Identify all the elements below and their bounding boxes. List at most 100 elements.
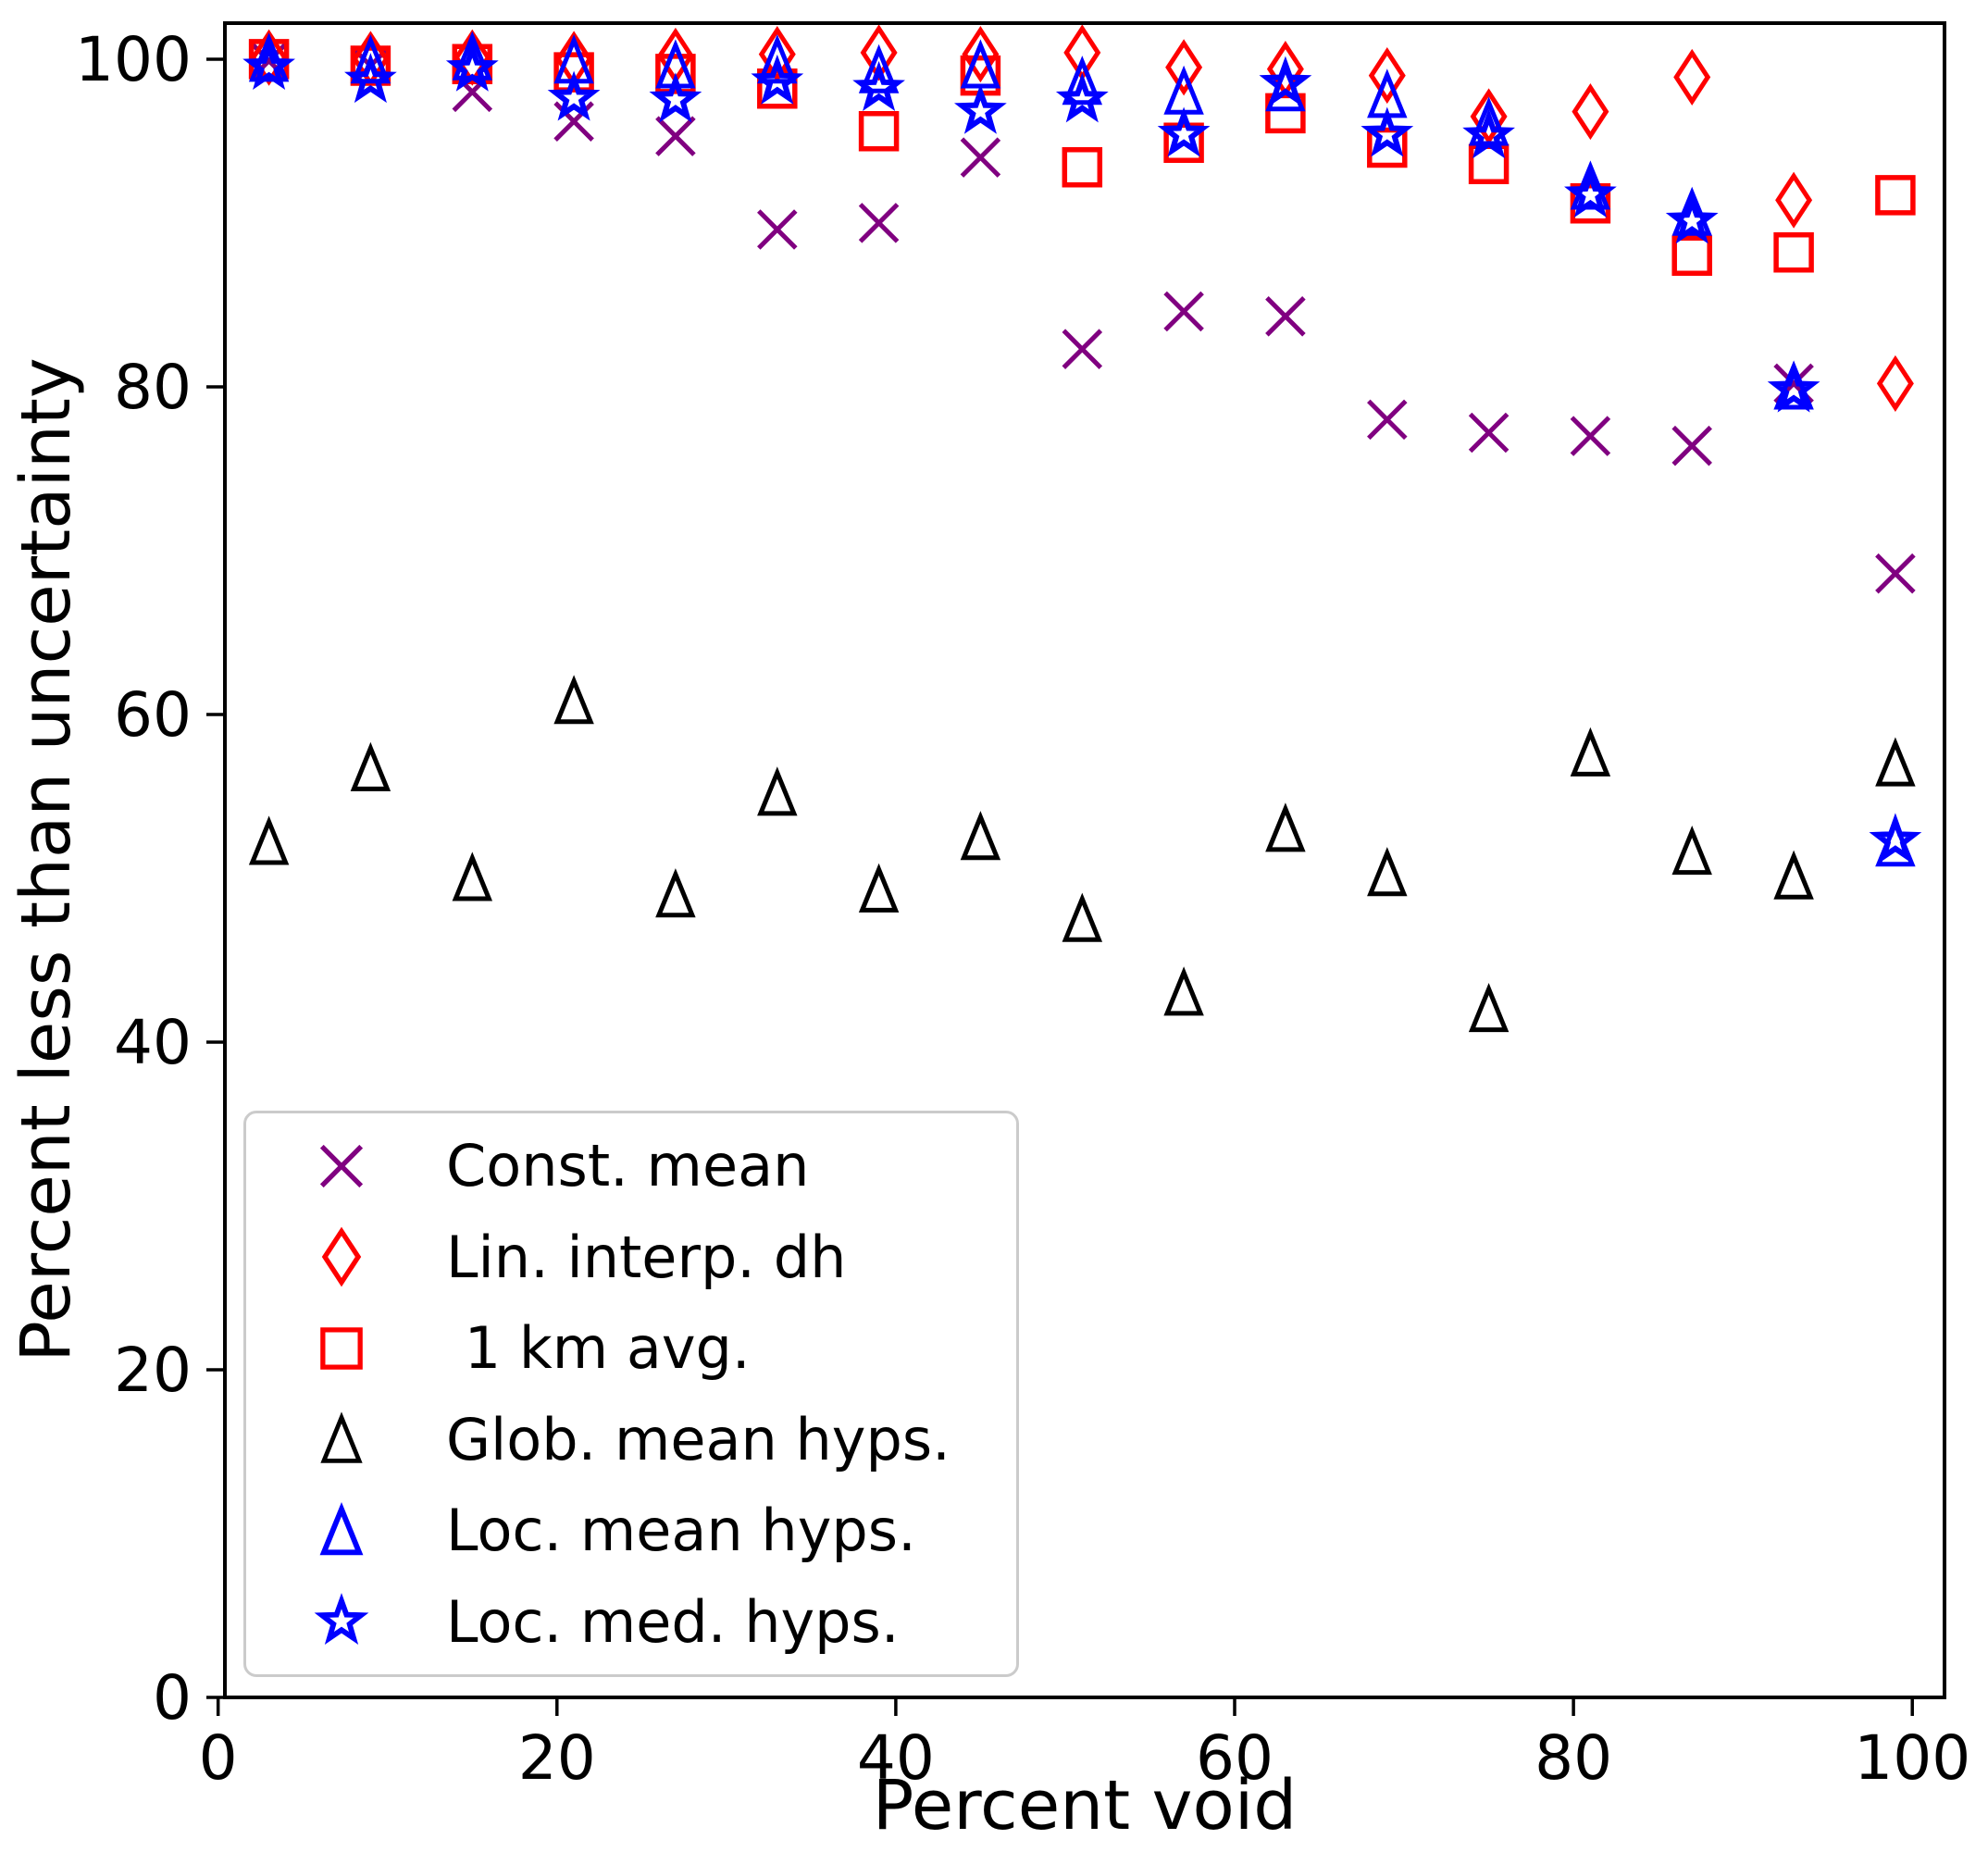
series-loc-mean-hyps xyxy=(248,31,1916,867)
legend-label: Const. mean xyxy=(446,1132,810,1200)
data-point-marker xyxy=(757,766,798,816)
y-tick-label: 0 xyxy=(153,1662,192,1734)
data-point-marker xyxy=(1462,108,1515,159)
legend-item-lin-interp-dh: Lin. interp. dh xyxy=(246,1212,1016,1301)
data-point-marker xyxy=(852,60,905,111)
data-point-marker xyxy=(1773,850,1814,900)
legend-item-glob-mean-hyps: Glob. mean hyps. xyxy=(246,1395,1016,1484)
legend-item-loc-med-hyps: Loc. med. hyps. xyxy=(246,1577,1016,1666)
data-point-marker xyxy=(350,34,391,84)
data-point-marker xyxy=(655,868,696,918)
data-point-marker xyxy=(1773,232,1814,273)
legend-label: Loc. mean hyps. xyxy=(446,1497,916,1565)
loc-med-hyps-star-marker-icon xyxy=(314,1593,369,1646)
data-point-marker xyxy=(1063,24,1101,81)
data-point-marker xyxy=(1673,48,1711,106)
data-point-marker xyxy=(858,43,900,93)
data-point-marker xyxy=(655,116,696,156)
data-point-marker xyxy=(1572,83,1609,141)
data-point-marker xyxy=(962,26,1000,83)
data-point-marker xyxy=(1163,966,1204,1016)
data-point-marker xyxy=(1055,72,1109,123)
legend-item-1km-avg: 1 km avg. xyxy=(246,1304,1016,1393)
data-point-marker xyxy=(649,72,702,123)
y-axis-label: Percent less than uncertainty xyxy=(6,357,86,1362)
data-point-marker xyxy=(1062,56,1103,106)
data-point-marker xyxy=(1470,88,1508,145)
data-point-marker xyxy=(248,815,290,865)
y-tick-label: 60 xyxy=(114,679,192,751)
x-tick-label: 20 xyxy=(518,1722,596,1794)
data-point-marker xyxy=(1665,193,1719,244)
x-tick-label: 60 xyxy=(1196,1722,1274,1794)
data-point-marker xyxy=(1367,847,1408,897)
legend-label: Loc. med. hyps. xyxy=(446,1587,900,1656)
data-point-marker xyxy=(858,111,900,152)
data-point-marker xyxy=(960,811,1001,861)
legend-label: Glob. mean hyps. xyxy=(446,1405,951,1473)
x-tick-label: 0 xyxy=(199,1722,238,1794)
y-tick-label: 100 xyxy=(75,24,192,95)
data-point-marker xyxy=(751,54,804,105)
series-loc-med-hyps xyxy=(242,39,1922,864)
axis-ticks xyxy=(206,57,1914,1716)
data-point-marker xyxy=(350,741,391,791)
glob-mean-hyps-triangle-marker-icon xyxy=(320,1411,363,1463)
data-point-marker xyxy=(1368,47,1406,105)
data-point-marker xyxy=(1875,553,1916,594)
x-tick-label: 40 xyxy=(857,1722,935,1794)
data-point-marker xyxy=(242,39,295,90)
data-point-marker xyxy=(1564,168,1617,218)
data-point-marker xyxy=(1570,416,1611,456)
data-point-marker xyxy=(1671,235,1712,277)
data-point-marker xyxy=(1265,296,1306,337)
data-point-marker xyxy=(1259,56,1312,106)
data-point-marker xyxy=(858,203,900,243)
data-point-marker xyxy=(1157,106,1211,157)
data-point-marker xyxy=(1367,399,1408,441)
const-mean-x-marker-icon xyxy=(319,1144,364,1187)
data-point-marker xyxy=(452,851,493,901)
series-const-mean xyxy=(248,40,1916,594)
data-point-marker xyxy=(1767,362,1820,413)
data-point-marker xyxy=(1875,175,1916,216)
data-point-marker xyxy=(1869,813,1922,864)
lin-interp-dh-diamond-marker-icon xyxy=(321,1226,362,1287)
data-point-marker xyxy=(1468,412,1510,454)
y-tick-label: 40 xyxy=(114,1007,192,1078)
series-glob-mean-hyps xyxy=(248,675,1916,1033)
data-point-marker xyxy=(553,675,594,725)
x-tick-label: 80 xyxy=(1534,1722,1612,1794)
data-point-marker xyxy=(1265,802,1306,852)
data-point-marker xyxy=(1468,982,1510,1033)
data-point-marker xyxy=(954,83,1007,134)
data-point-marker xyxy=(858,863,900,913)
data-point-marker xyxy=(1062,892,1103,942)
data-markers xyxy=(242,24,1922,1033)
km-avg-square-marker-icon xyxy=(320,1326,363,1370)
data-point-marker xyxy=(1062,147,1103,188)
legend-item-loc-mean-hyps: Loc. mean hyps. xyxy=(246,1486,1016,1575)
loc-mean-hyps-triangle-marker-icon xyxy=(319,1501,364,1556)
axis-tick-labels: 0 20 40 60 80 100 0 20 40 60 80 100 xyxy=(75,24,1970,1794)
data-point-marker xyxy=(1062,329,1103,369)
data-point-marker xyxy=(1876,354,1914,412)
y-tick-label: 80 xyxy=(114,352,192,423)
data-point-marker xyxy=(1165,39,1203,96)
data-point-marker xyxy=(1361,106,1414,157)
data-point-marker xyxy=(1671,825,1712,876)
data-point-marker xyxy=(1773,360,1814,410)
data-point-marker xyxy=(757,209,798,250)
data-point-marker xyxy=(1671,425,1712,466)
data-point-marker xyxy=(757,34,798,84)
x-axis-label: Percent void xyxy=(872,1766,1298,1845)
data-point-marker xyxy=(1570,727,1611,777)
legend-label: 1 km avg. xyxy=(446,1314,751,1383)
data-point-marker xyxy=(1163,291,1204,332)
plot-frame xyxy=(223,21,1946,1699)
data-point-marker xyxy=(960,137,1001,178)
legend-label: Lin. interp. dh xyxy=(446,1223,847,1291)
data-point-marker xyxy=(1875,737,1916,787)
legend: Const. mean Lin. interp. dh 1 km avg. Gl… xyxy=(243,1111,1019,1677)
